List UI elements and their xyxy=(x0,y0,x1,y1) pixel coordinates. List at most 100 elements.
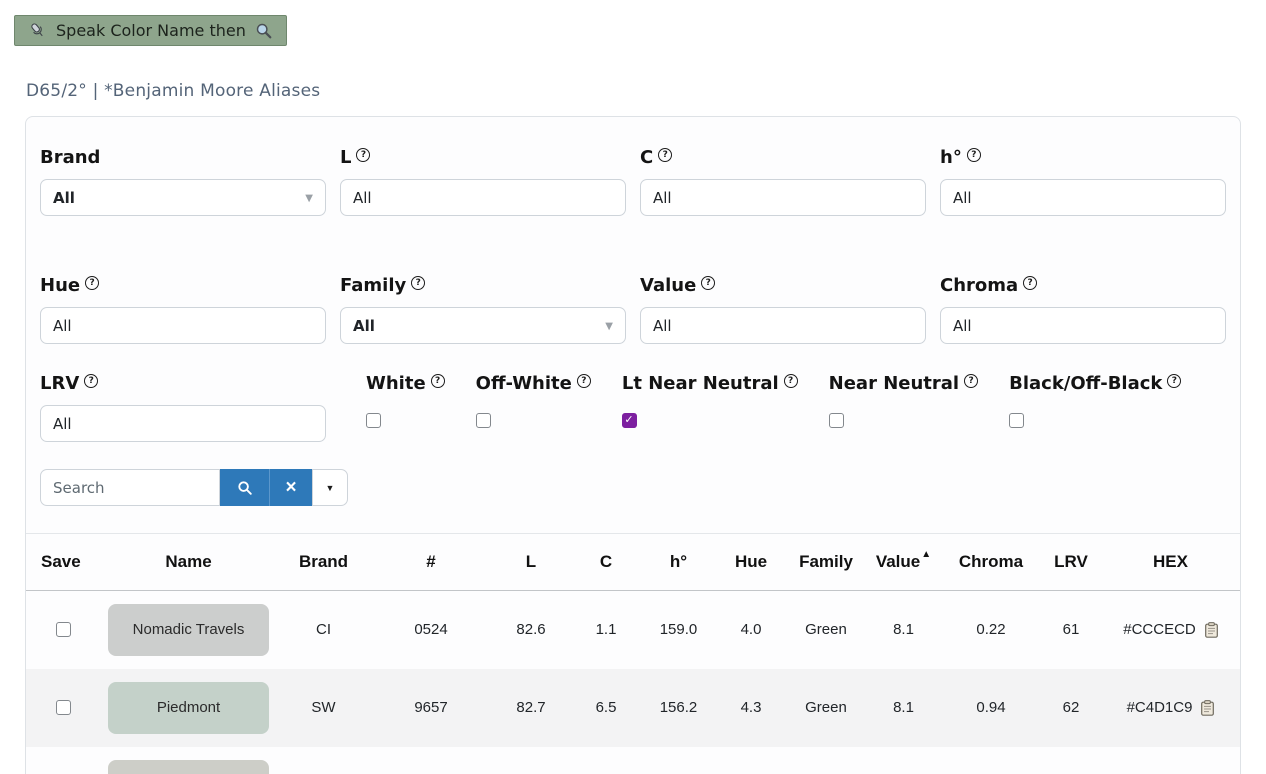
search-options-button[interactable]: ▼ xyxy=(312,469,348,506)
hue-label: Hue xyxy=(40,275,81,296)
search-button[interactable] xyxy=(220,469,269,506)
close-icon: × xyxy=(285,477,297,498)
cell-lrv: 62 xyxy=(1062,699,1080,716)
hue-input[interactable] xyxy=(40,307,326,344)
value-help-icon[interactable]: ? xyxy=(701,276,716,290)
l-input[interactable] xyxy=(340,179,626,216)
speak-color-button[interactable]: Speak Color Name then xyxy=(14,15,287,46)
lt-near-neutral-filter-group: Lt Near Neutral? xyxy=(621,373,798,428)
filter-card: Brand All ▼ L? C? h°? Hue? Family? Al xyxy=(25,116,1241,774)
sort-asc-icon: ▲ xyxy=(921,549,932,560)
cell-h: 156.2 xyxy=(659,699,698,716)
chroma-input[interactable] xyxy=(940,307,1226,344)
chevron-down-icon: ▼ xyxy=(305,193,313,204)
chroma-label: Chroma xyxy=(940,275,1019,296)
cell-l: 82.7 xyxy=(516,699,546,716)
l-help-icon[interactable]: ? xyxy=(356,148,371,162)
lt-near-neutral-label: Lt Near Neutral xyxy=(621,373,779,394)
cell-c: 3.1 xyxy=(571,747,641,774)
cell-lrv: 61 xyxy=(1041,747,1101,774)
table-header-row: Save Name Brand # L C h° Hue Family Valu… xyxy=(26,533,1240,591)
cell-c: 6.5 xyxy=(595,699,617,716)
chroma-help-icon[interactable]: ? xyxy=(1023,276,1038,290)
col-header-h[interactable]: h° xyxy=(641,533,716,591)
lt-near-neutral-checkbox[interactable] xyxy=(621,413,637,428)
near-neutral-help-icon[interactable]: ? xyxy=(964,374,979,388)
c-input[interactable] xyxy=(640,179,926,216)
white-help-icon[interactable]: ? xyxy=(430,374,445,388)
filter-row-1: Brand All ▼ L? C? h°? xyxy=(26,117,1240,216)
col-header-brand[interactable]: Brand xyxy=(276,533,371,591)
brand-select[interactable]: All ▼ xyxy=(40,179,326,216)
white-checkbox[interactable] xyxy=(366,413,381,428)
black-off-black-label: Black/Off-Black xyxy=(1009,373,1163,394)
h-help-icon[interactable]: ? xyxy=(966,148,981,162)
col-header-chroma[interactable]: Chroma xyxy=(941,533,1041,591)
near-neutral-checkbox[interactable] xyxy=(828,413,844,428)
col-header-hue[interactable]: Hue xyxy=(716,533,786,591)
cell-value: 8.1 xyxy=(866,747,941,774)
h-input[interactable] xyxy=(940,179,1226,216)
cell-value: 8.1 xyxy=(893,699,914,716)
cell-value: 8.1 xyxy=(893,621,914,639)
cell-number: 9657 xyxy=(414,699,448,716)
col-header-c[interactable]: C xyxy=(571,533,641,591)
family-help-icon[interactable]: ? xyxy=(411,276,426,290)
lrv-label: LRV xyxy=(40,373,80,394)
cell-hue: 5.0 xyxy=(716,747,786,774)
copy-hex-icon[interactable] xyxy=(1201,699,1215,716)
filter-row-2: Hue? Family? All ▼ Value? Chroma? xyxy=(26,216,1240,344)
clear-search-button[interactable]: × xyxy=(269,469,312,506)
hue-help-icon[interactable]: ? xyxy=(85,276,100,290)
save-checkbox[interactable] xyxy=(56,700,71,715)
cell-hue: 4.0 xyxy=(740,621,762,639)
cell-h: 159.0 xyxy=(659,621,698,639)
cell-chroma: 0.22 xyxy=(976,621,1006,639)
brand-label: Brand xyxy=(40,147,101,168)
lrv-help-icon[interactable]: ? xyxy=(84,374,99,388)
cell-lrv: 61 xyxy=(1062,621,1080,639)
cell-hex: #CCCECD xyxy=(1123,621,1196,639)
col-header-family[interactable]: Family xyxy=(786,533,866,591)
white-filter-group: White? xyxy=(366,373,445,428)
cell-brand: BM xyxy=(276,747,371,774)
copy-hex-icon[interactable] xyxy=(1204,621,1218,638)
cell-family: Green xyxy=(805,699,847,716)
off-white-help-icon[interactable]: ? xyxy=(576,374,591,388)
col-header-value[interactable]: Value▲ xyxy=(866,533,941,591)
col-header-save[interactable]: Save xyxy=(26,533,101,591)
lt-near-neutral-help-icon[interactable]: ? xyxy=(783,374,798,388)
cell-family: Green xyxy=(805,621,847,639)
cell-l: 82.5 xyxy=(491,747,571,774)
search-input[interactable] xyxy=(40,469,220,506)
value-input[interactable] xyxy=(640,307,926,344)
black-off-black-checkbox[interactable] xyxy=(1009,413,1025,428)
filter-row-3: LRV? White? Off-White? Lt Near Neutral? … xyxy=(26,373,1240,442)
col-header-hex[interactable]: HEX xyxy=(1101,533,1240,591)
cell-c: 1.1 xyxy=(595,621,617,639)
cell-hue: 4.3 xyxy=(740,699,762,716)
color-swatch-button[interactable]: Piedmont xyxy=(108,681,269,734)
h-label: h° xyxy=(940,147,962,168)
col-header-l[interactable]: L xyxy=(491,533,571,591)
save-checkbox[interactable] xyxy=(56,622,71,638)
color-swatch-button[interactable]: Nomadic Travels xyxy=(108,603,269,656)
lrv-input[interactable] xyxy=(40,405,326,442)
col-header-name[interactable]: Name xyxy=(101,533,276,591)
c-help-icon[interactable]: ? xyxy=(658,148,673,162)
col-header-number[interactable]: # xyxy=(371,533,491,591)
family-label: Family xyxy=(340,275,407,296)
cell-hex: #C4D1C9 xyxy=(1126,699,1193,716)
cell-brand: SW xyxy=(311,699,336,716)
microphone-icon xyxy=(31,23,43,37)
table-row: Piedmont SW 9657 82.7 6.5 156.2 4.3 Gree… xyxy=(26,668,1240,747)
cell-number: 0524 xyxy=(414,621,448,639)
family-select[interactable]: All ▼ xyxy=(340,307,626,344)
c-label: C xyxy=(640,147,654,168)
off-white-checkbox[interactable] xyxy=(475,413,491,428)
off-white-filter-group: Off-White? xyxy=(475,373,591,428)
cell-number: HC-180 xyxy=(371,747,491,774)
black-off-black-help-icon[interactable]: ? xyxy=(1167,374,1182,388)
col-header-lrv[interactable]: LRV xyxy=(1041,533,1101,591)
color-swatch-button[interactable]: Cliffside Gray xyxy=(108,759,269,774)
